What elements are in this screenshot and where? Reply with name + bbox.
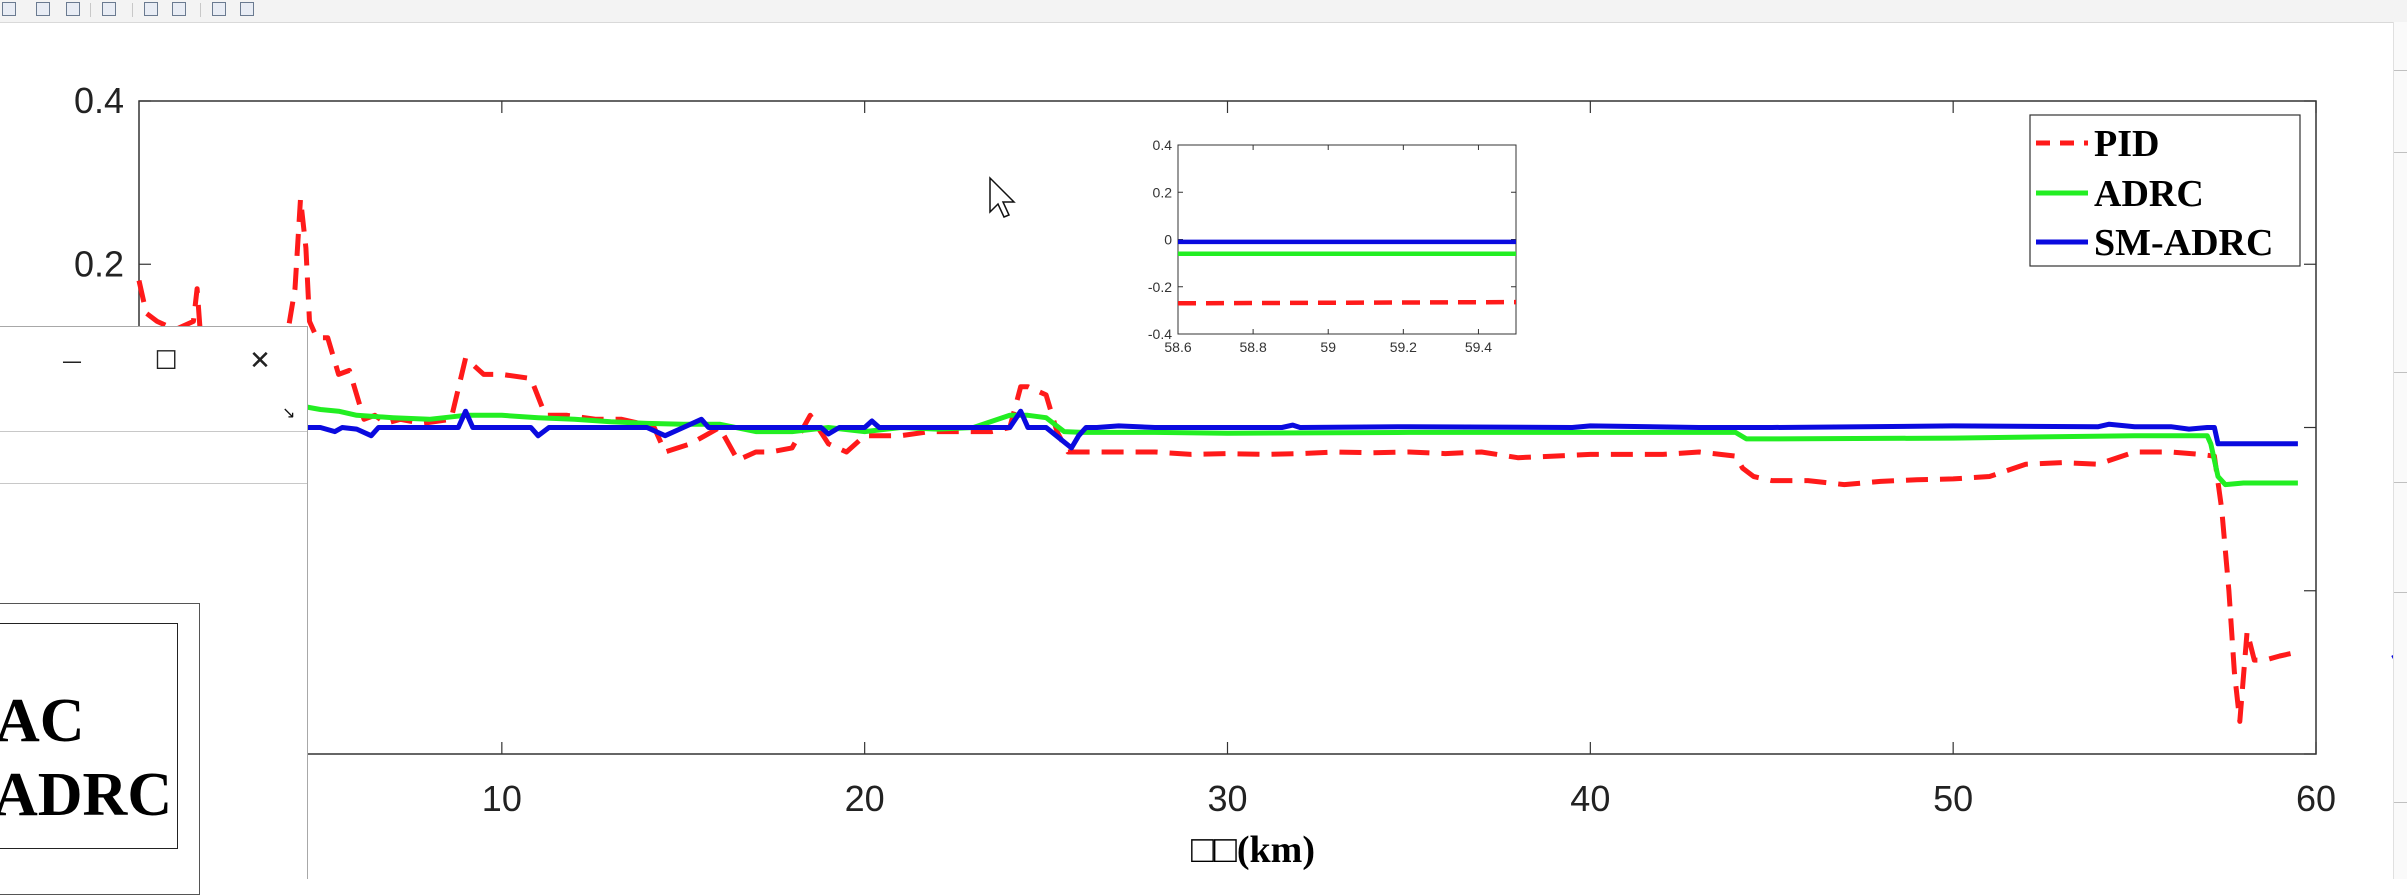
inset-series-line-pid <box>1177 299 1517 306</box>
minimize-button[interactable]: — <box>62 349 82 373</box>
overlapping-window[interactable]: — ☐ ✕ ↘ AC ADRC <box>0 326 308 895</box>
window-legend-label-1: AC <box>0 687 85 755</box>
window-toolbar-row <box>0 431 307 484</box>
legend-label-adrc: ADRC <box>2094 173 2204 215</box>
x-axis-ticks: 10 20 30 40 50 60 <box>482 101 2336 819</box>
inset-plot-area <box>1177 144 1517 335</box>
figure-toolbar <box>0 0 2407 23</box>
panel-divider <box>2394 802 2407 803</box>
series-line-pid <box>136 196 2299 724</box>
x-tick-label: 40 <box>1570 778 1610 819</box>
inset-x-tick-label: 59.4 <box>1465 339 1492 355</box>
x-tick-label: 60 <box>2296 778 2336 819</box>
toolbar-separator <box>132 3 133 17</box>
window-legend-label-2: ADRC <box>0 761 173 829</box>
copy-icon[interactable] <box>144 2 158 16</box>
x-tick-label: 30 <box>1207 778 1247 819</box>
panel-divider <box>2394 70 2407 71</box>
toolbar-separator <box>90 3 91 17</box>
x-axis-label: □□(km) <box>1191 829 1315 871</box>
legend-label-sm-adrc: SM-ADRC <box>2094 222 2273 264</box>
inset-x-tick-label: 59 <box>1320 339 1336 355</box>
window-legend-box: AC ADRC <box>0 623 178 849</box>
legend[interactable]: PID ADRC SM-ADRC <box>2029 114 2301 267</box>
legend-icon[interactable] <box>240 2 254 16</box>
property-icon[interactable] <box>172 2 186 16</box>
inset-y-tick-label: 0.4 <box>1153 137 1173 153</box>
inset-x-tick-label: 58.6 <box>1164 339 1191 355</box>
inset-x-ticks: 58.6 58.8 59 59.2 59.4 <box>1164 145 1492 355</box>
inset-axes: 58.6 58.8 59 59.2 59.4 0.4 0.2 0 -0.2 -0.4 <box>1148 137 1517 355</box>
pointer-icon[interactable] <box>212 2 226 16</box>
inset-x-tick-label: 59.2 <box>1390 339 1417 355</box>
x-tick-label: 10 <box>482 778 522 819</box>
inset-x-tick-label: 58.8 <box>1239 339 1266 355</box>
y-tick-label: 0.2 <box>74 243 124 284</box>
y-axis-ticks: 0.4 0.2 <box>74 80 2316 755</box>
inset-y-tick-label: -0.4 <box>1148 326 1172 342</box>
maximize-button[interactable]: ☐ <box>154 346 178 376</box>
toolbar-separator <box>200 3 201 17</box>
mouse-cursor-icon <box>989 176 1016 218</box>
right-side-panel <box>2393 22 2407 879</box>
panel-divider <box>2394 372 2407 373</box>
open-icon[interactable] <box>2 2 16 16</box>
close-button[interactable]: ✕ <box>249 346 271 376</box>
legend-label-pid: PID <box>2094 123 2159 165</box>
inset-y-tick-label: 0.2 <box>1153 184 1173 200</box>
inset-y-tick-label: -0.2 <box>1148 279 1172 295</box>
resize-arrow-icon: ↘ <box>282 403 296 422</box>
data-lines <box>136 196 2299 724</box>
x-tick-label: 50 <box>1933 778 1973 819</box>
panel-divider <box>2394 592 2407 593</box>
window-titlebar[interactable]: — ☐ ✕ ↘ <box>0 327 307 432</box>
y-tick-label: 0.4 <box>74 80 124 121</box>
save-icon[interactable] <box>36 2 50 16</box>
series-line-sm-adrc <box>139 408 2298 451</box>
inset-y-ticks: 0.4 0.2 0 -0.2 -0.4 <box>1148 137 1516 342</box>
panel-divider <box>2394 152 2407 153</box>
panel-divider <box>2394 482 2407 483</box>
inset-y-tick-label: 0 <box>1164 232 1172 248</box>
link-icon[interactable] <box>102 2 116 16</box>
inset-data-lines <box>1177 239 1517 306</box>
x-tick-label: 20 <box>845 778 885 819</box>
print-icon[interactable] <box>66 2 80 16</box>
